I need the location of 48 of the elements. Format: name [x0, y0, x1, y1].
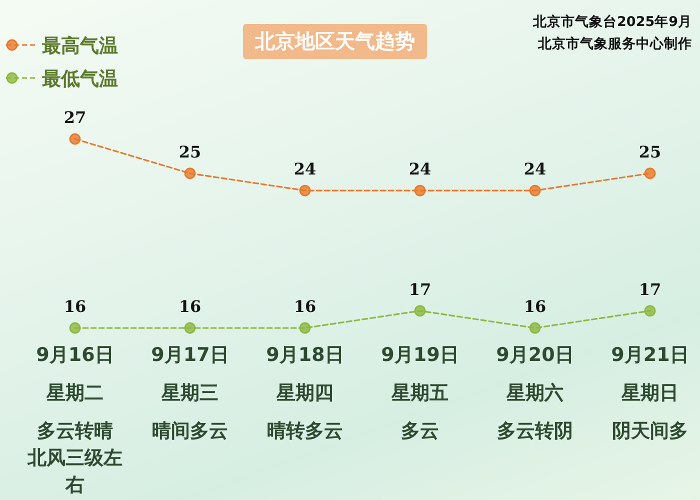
data-label: 24 — [524, 160, 546, 179]
text: 星期二 — [45, 381, 104, 406]
text: 多云转晴 — [36, 419, 114, 444]
point — [644, 168, 656, 180]
data-label: 24 — [294, 160, 316, 179]
data-label: 16 — [178, 297, 202, 316]
text: 星期六 — [505, 381, 564, 406]
data-label: 27 — [64, 108, 86, 127]
data-label: 17 — [638, 280, 662, 299]
text: 北风三级左右 — [26, 446, 124, 498]
legend-label: 最低气温 — [42, 67, 118, 92]
data-label: 16 — [64, 297, 86, 316]
point — [69, 133, 81, 145]
x-tick-label: 9月21日 — [610, 343, 690, 368]
point — [414, 184, 426, 196]
text: 多云转阴 — [496, 419, 574, 444]
text: 星期四 — [275, 381, 334, 406]
text: 北京市气象台2025年9月 — [533, 13, 692, 31]
point — [414, 305, 426, 317]
legend-label: 最高气温 — [42, 34, 118, 59]
point — [69, 322, 81, 334]
point — [529, 184, 541, 196]
text: 星期五 — [390, 381, 450, 406]
x-tick-label: 9月17日 — [150, 343, 230, 368]
chart-title: 北京地区天气趋势 — [243, 24, 427, 59]
data-label: 24 — [408, 160, 432, 179]
x-tick-label: 9月20日 — [495, 343, 575, 368]
point — [299, 184, 311, 196]
x-tick-label: 9月19日 — [380, 343, 460, 368]
point — [184, 322, 196, 334]
text: 晴转多云 — [266, 419, 344, 444]
text: 多云 — [400, 419, 440, 444]
text: 晴间多云 — [151, 419, 229, 444]
data-label: 17 — [408, 280, 432, 299]
point — [529, 322, 541, 334]
data-label: 16 — [294, 297, 316, 316]
text: 阴天间多 — [611, 419, 689, 444]
data-label: 25 — [638, 142, 662, 162]
x-tick-label: 9月16日 — [35, 343, 115, 368]
text: 星期日 — [620, 381, 680, 406]
x-tick-label: 9月18日 — [265, 343, 345, 368]
point — [184, 168, 196, 180]
data-label: 16 — [524, 297, 546, 316]
data-label: 25 — [178, 142, 202, 162]
text: 北京市气象服务中心制作 — [538, 35, 692, 53]
text: 星期三 — [160, 381, 220, 406]
point — [299, 322, 311, 334]
point — [644, 305, 656, 317]
